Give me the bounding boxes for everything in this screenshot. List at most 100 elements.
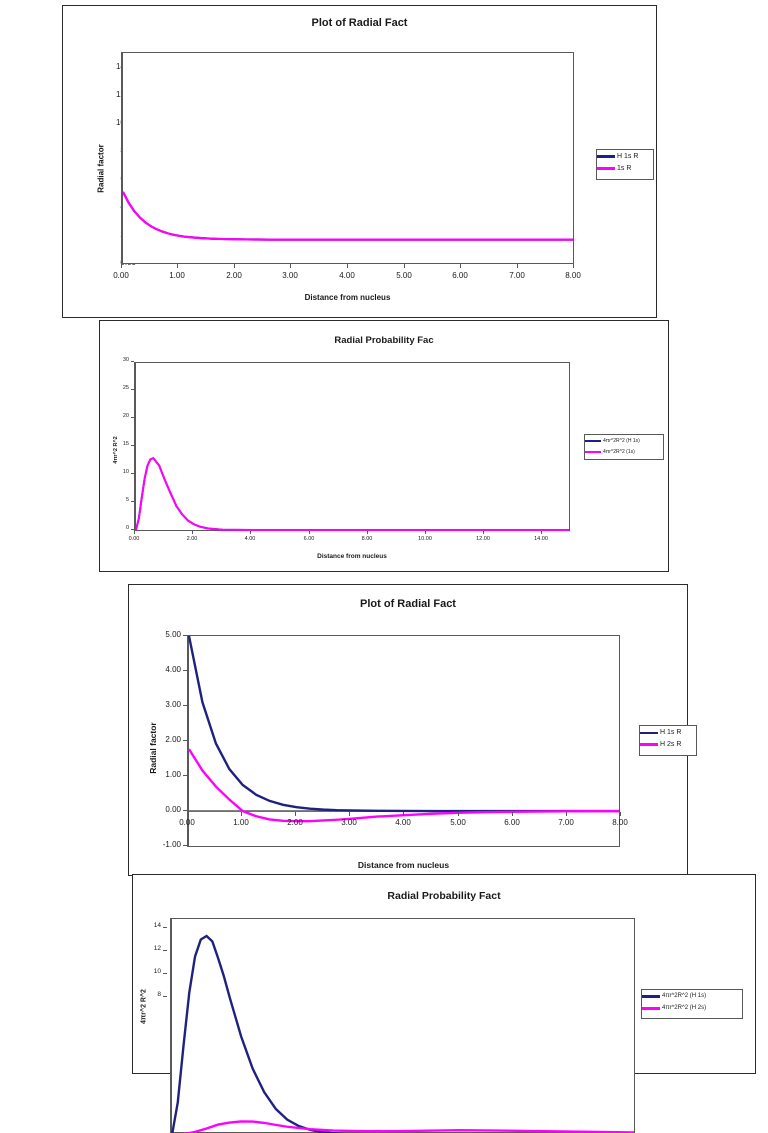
chart-1-x-tickmark — [121, 264, 122, 268]
legend-item: H 2s R — [640, 741, 694, 748]
chart-2-x-tickmark — [425, 531, 426, 534]
chart-2-x-tick: 4.00 — [244, 536, 256, 542]
chart-3-series-svg — [187, 635, 620, 823]
chart-3-series-h1sr — [187, 635, 619, 813]
chart-2-y-tick: 5 — [125, 497, 129, 503]
chart-panel-4: Radial Probability Fact 4πr^2 R^2 14 12 … — [132, 874, 756, 1133]
chart-2-series-h1s — [135, 456, 569, 531]
legend-swatch-blue-icon — [642, 994, 660, 998]
chart-4-plot-area — [170, 918, 635, 1133]
chart-2-x-tick: 2.00 — [186, 536, 198, 542]
chart-3-y-tick: 4.00 — [165, 665, 181, 674]
chart-4-y-axis-label: 4πr^2 R^2 — [140, 989, 148, 1024]
legend-label: 1s R — [617, 165, 632, 172]
legend-swatch-magenta-icon — [640, 743, 658, 746]
legend-label: H 1s R — [660, 729, 682, 736]
chart-4-title: Radial Probability Fact — [387, 890, 501, 902]
legend-label: 4πr^2R^2 (H 1s) — [662, 993, 707, 999]
chart-2-series-1s — [135, 456, 569, 531]
chart-2-y-tick: 10 — [122, 469, 129, 475]
chart-1-x-tickmark — [234, 264, 235, 268]
chart-2-y-tick: 0 — [125, 525, 129, 531]
chart-3-x-tickmark — [241, 812, 242, 816]
chart-2-y-tick: 20 — [122, 413, 129, 419]
chart-3-x-tickmark — [620, 812, 621, 816]
chart-1-x-tickmark — [573, 264, 574, 268]
chart-1-x-tickmark — [177, 264, 178, 268]
chart-1-x-tick: 2.00 — [226, 271, 242, 280]
chart-3-x-tickmark — [458, 812, 459, 816]
chart-4-y-tick: 10 — [153, 968, 161, 975]
chart-2-x-tick: 6.00 — [303, 536, 315, 542]
chart-4-y-tick: 14 — [153, 922, 161, 929]
chart-panel-3: Plot of Radial Fact Radial factor 5.00 4… — [128, 584, 697, 876]
legend-label: H 1s R — [617, 153, 639, 160]
chart-4-series-h1s — [171, 934, 346, 1133]
chart-1-x-tick: 1.00 — [169, 271, 185, 280]
chart-4-y-tickmark — [163, 996, 167, 997]
chart-3-x-tick: 4.00 — [395, 818, 411, 827]
chart-3-x-tickmark — [512, 812, 513, 816]
legend-label: 4πr^2R^2 (H 1s) — [603, 438, 640, 444]
chart-4-y-tick: 8 — [157, 991, 161, 998]
chart-3-title: Plot of Radial Fact — [360, 598, 456, 610]
chart-2-x-tick: 12.00 — [476, 536, 490, 542]
chart-1-x-tickmark — [404, 264, 405, 268]
chart-4-series-svg — [171, 934, 635, 1133]
chart-1-legend: H 1s R 1s R — [596, 149, 654, 180]
chart-1-x-tick: 3.00 — [282, 271, 298, 280]
chart-4-series-h2s — [183, 1120, 635, 1133]
chart-2-series-svg — [135, 456, 569, 531]
chart-3-y-tick: 1.00 — [165, 770, 181, 779]
chart-2-x-axis-label: Distance from nucleus — [317, 553, 387, 560]
chart-3-y-tick: 2.00 — [165, 735, 181, 744]
chart-3-x-tick: 5.00 — [450, 818, 466, 827]
chart-2-x-tickmark — [250, 531, 251, 534]
chart-3-series-h2sr — [187, 748, 620, 823]
legend-item: H 1s R — [597, 153, 651, 160]
chart-panel-1: Plot of Radial Fact Radial factor 14.00 … — [62, 5, 657, 318]
chart-3-x-tick: 8.00 — [612, 818, 628, 827]
chart-2-y-tick: 15 — [122, 441, 129, 447]
chart-1-series-svg — [122, 191, 573, 241]
chart-2-y-tick: 30 — [122, 357, 129, 363]
chart-1-x-tick: 7.00 — [509, 271, 525, 280]
legend-item: 1s R — [597, 165, 651, 172]
chart-3-y-tick: 0.00 — [165, 805, 181, 814]
chart-1-x-tick: 0.00 — [113, 271, 129, 280]
chart-2-x-tickmark — [192, 531, 193, 534]
chart-2-x-tickmark — [134, 531, 135, 534]
chart-2: Radial Probability Fac 4πr^2 R^2 30 25 2… — [100, 321, 668, 571]
chart-3-x-tickmark — [187, 812, 188, 816]
chart-3-y-tick: 3.00 — [165, 700, 181, 709]
chart-2-x-tick: 14.00 — [534, 536, 548, 542]
chart-2-y-tick: 25 — [122, 385, 129, 391]
chart-4-y-tickmark — [163, 927, 167, 928]
chart-1-x-tick: 6.00 — [452, 271, 468, 280]
chart-3-y-tickmark — [183, 845, 187, 846]
chart-4-y-tickmark — [163, 950, 167, 951]
chart-1-series-h1sr — [122, 191, 573, 241]
legend-swatch-blue-icon — [585, 440, 601, 442]
legend-item: 4πr^2R^2 (H 1s) — [585, 438, 661, 444]
chart-2-x-tickmark — [367, 531, 368, 534]
chart-3-y-tickmark — [183, 705, 187, 706]
legend-item: H 1s R — [640, 729, 694, 736]
chart-2-y-tickmark — [131, 529, 134, 530]
chart-3-x-tickmark — [295, 812, 296, 816]
chart-2-title: Radial Probability Fac — [334, 335, 434, 346]
chart-2-x-tickmark — [309, 531, 310, 534]
chart-1-x-tickmark — [460, 264, 461, 268]
chart-3-x-tick: 1.00 — [233, 818, 249, 827]
chart-3-x-tick: 2.00 — [287, 818, 303, 827]
chart-1-title: Plot of Radial Fact — [311, 17, 408, 29]
chart-4: Radial Probability Fact 4πr^2 R^2 14 12 … — [133, 875, 755, 1133]
chart-3-x-tickmark — [403, 812, 404, 816]
chart-2-x-tick: 10.00 — [418, 536, 432, 542]
chart-2-y-tickmark — [131, 473, 134, 474]
chart-3-y-tickmark — [183, 635, 187, 636]
chart-3-y-tickmark — [183, 775, 187, 776]
legend-swatch-blue-icon — [640, 731, 658, 734]
chart-2-y-tickmark — [131, 417, 134, 418]
chart-2-y-tickmark — [131, 361, 134, 362]
